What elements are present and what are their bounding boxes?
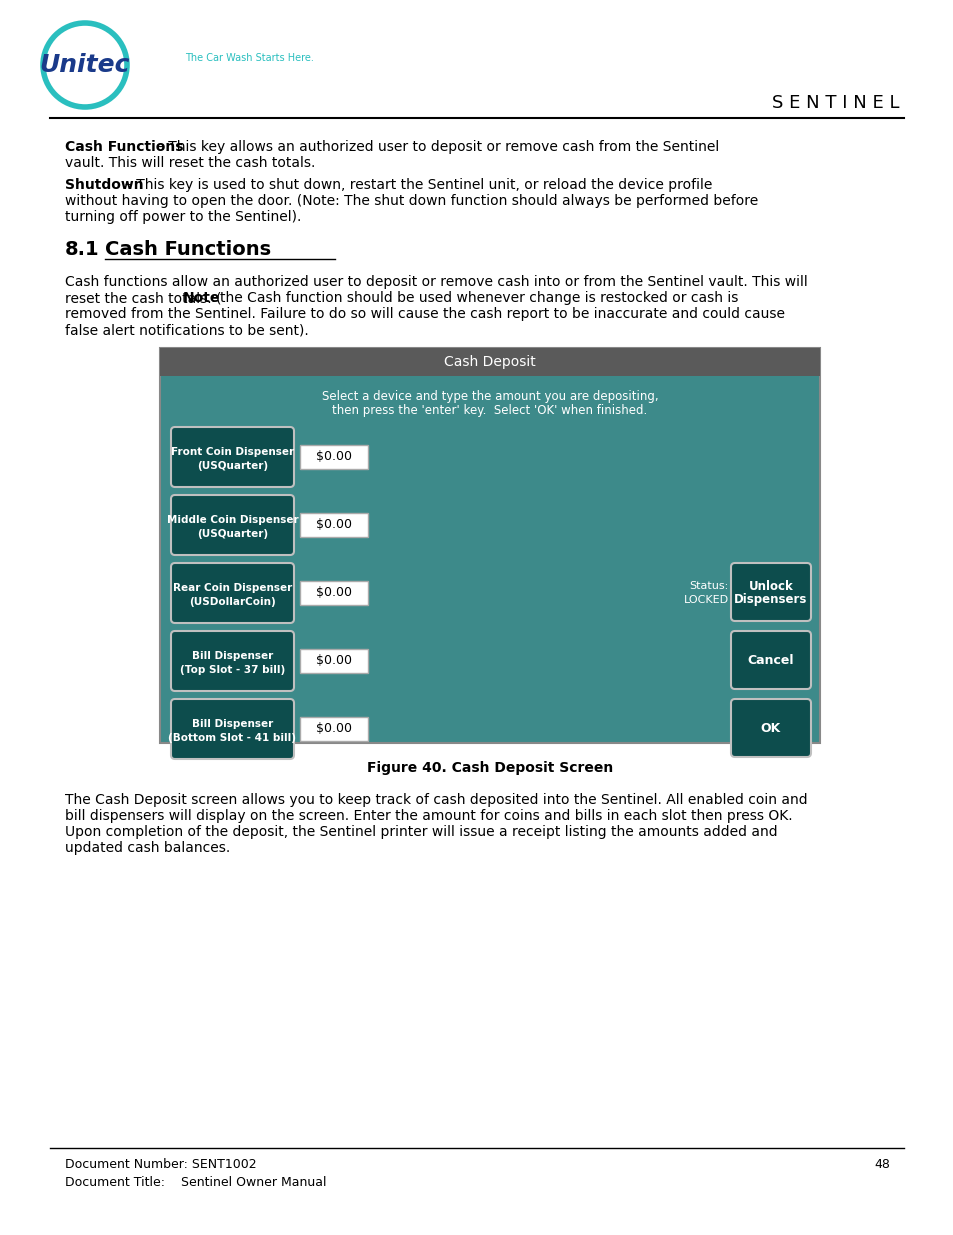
Text: $0.00: $0.00: [315, 722, 352, 736]
Text: (USQuarter): (USQuarter): [196, 461, 268, 471]
Text: OK: OK: [760, 721, 781, 735]
Text: $0.00: $0.00: [315, 519, 352, 531]
FancyBboxPatch shape: [171, 563, 294, 622]
Text: bill dispensers will display on the screen. Enter the amount for coins and bills: bill dispensers will display on the scre…: [65, 809, 792, 823]
Text: (Bottom Slot - 41 bill): (Bottom Slot - 41 bill): [169, 734, 296, 743]
Text: Bill Dispenser: Bill Dispenser: [192, 719, 273, 729]
Text: reset the cash totals. (: reset the cash totals. (: [65, 291, 221, 305]
Text: – This key allows an authorized user to deposit or remove cash from the Sentinel: – This key allows an authorized user to …: [157, 140, 719, 154]
Text: turning off power to the Sentinel).: turning off power to the Sentinel).: [65, 210, 301, 224]
Text: Cash Deposit: Cash Deposit: [444, 354, 536, 369]
FancyBboxPatch shape: [160, 348, 820, 375]
Text: false alert notifications to be sent).: false alert notifications to be sent).: [65, 324, 309, 337]
Text: $0.00: $0.00: [315, 587, 352, 599]
Text: Dispensers: Dispensers: [734, 594, 807, 606]
Text: Rear Coin Dispenser: Rear Coin Dispenser: [172, 583, 292, 593]
FancyBboxPatch shape: [730, 563, 810, 621]
Text: Status:: Status:: [689, 580, 728, 592]
Text: $0.00: $0.00: [315, 451, 352, 463]
Text: The Car Wash Starts Here.: The Car Wash Starts Here.: [185, 53, 314, 63]
FancyBboxPatch shape: [171, 427, 294, 487]
Text: removed from the Sentinel. Failure to do so will cause the cash report to be ina: removed from the Sentinel. Failure to do…: [65, 308, 784, 321]
Text: Select a device and type the amount you are depositing,: Select a device and type the amount you …: [321, 390, 658, 403]
Text: S E N T I N E L: S E N T I N E L: [772, 94, 899, 112]
Text: 48: 48: [873, 1158, 889, 1171]
Text: Note: Note: [183, 291, 220, 305]
FancyBboxPatch shape: [730, 631, 810, 689]
FancyBboxPatch shape: [299, 445, 368, 469]
Text: The Cash Deposit screen allows you to keep track of cash deposited into the Sent: The Cash Deposit screen allows you to ke…: [65, 793, 807, 806]
Text: 8.1: 8.1: [65, 240, 99, 259]
Text: Shutdown: Shutdown: [65, 178, 144, 191]
FancyBboxPatch shape: [299, 718, 368, 741]
Text: Figure 40. Cash Deposit Screen: Figure 40. Cash Deposit Screen: [367, 761, 613, 776]
Text: Cash functions allow an authorized user to deposit or remove cash into or from t: Cash functions allow an authorized user …: [65, 275, 807, 289]
Text: (USQuarter): (USQuarter): [196, 529, 268, 538]
Text: Document Number: SENT1002: Document Number: SENT1002: [65, 1158, 256, 1171]
Text: Front Coin Dispenser: Front Coin Dispenser: [171, 447, 294, 457]
Text: – This key is used to shut down, restart the Sentinel unit, or reload the device: – This key is used to shut down, restart…: [125, 178, 712, 191]
Text: Cash Functions: Cash Functions: [65, 140, 183, 154]
Text: Unitec: Unitec: [40, 53, 131, 77]
Text: Unlock: Unlock: [748, 579, 793, 593]
Text: Upon completion of the deposit, the Sentinel printer will issue a receipt listin: Upon completion of the deposit, the Sent…: [65, 825, 777, 839]
Text: : the Cash function should be used whenever change is restocked or cash is: : the Cash function should be used whene…: [211, 291, 738, 305]
Text: Cash Functions: Cash Functions: [105, 240, 271, 259]
FancyBboxPatch shape: [299, 650, 368, 673]
FancyBboxPatch shape: [299, 513, 368, 537]
Text: LOCKED: LOCKED: [683, 595, 728, 605]
Text: Cancel: Cancel: [747, 653, 794, 667]
Text: (USDollarCoin): (USDollarCoin): [189, 597, 275, 606]
FancyBboxPatch shape: [171, 631, 294, 692]
Text: (Top Slot - 37 bill): (Top Slot - 37 bill): [180, 664, 285, 676]
Text: without having to open the door. (Note: The shut down function should always be : without having to open the door. (Note: …: [65, 194, 758, 207]
FancyBboxPatch shape: [171, 495, 294, 555]
Text: updated cash balances.: updated cash balances.: [65, 841, 230, 855]
Text: Bill Dispenser: Bill Dispenser: [192, 651, 273, 661]
Text: vault. This will reset the cash totals.: vault. This will reset the cash totals.: [65, 156, 315, 170]
Text: then press the 'enter' key.  Select 'OK' when finished.: then press the 'enter' key. Select 'OK' …: [332, 404, 647, 417]
Text: $0.00: $0.00: [315, 655, 352, 667]
Text: Document Title:    Sentinel Owner Manual: Document Title: Sentinel Owner Manual: [65, 1176, 326, 1189]
Text: Middle Coin Dispenser: Middle Coin Dispenser: [167, 515, 298, 525]
FancyBboxPatch shape: [171, 699, 294, 760]
FancyBboxPatch shape: [730, 699, 810, 757]
FancyBboxPatch shape: [299, 580, 368, 605]
FancyBboxPatch shape: [160, 348, 820, 743]
